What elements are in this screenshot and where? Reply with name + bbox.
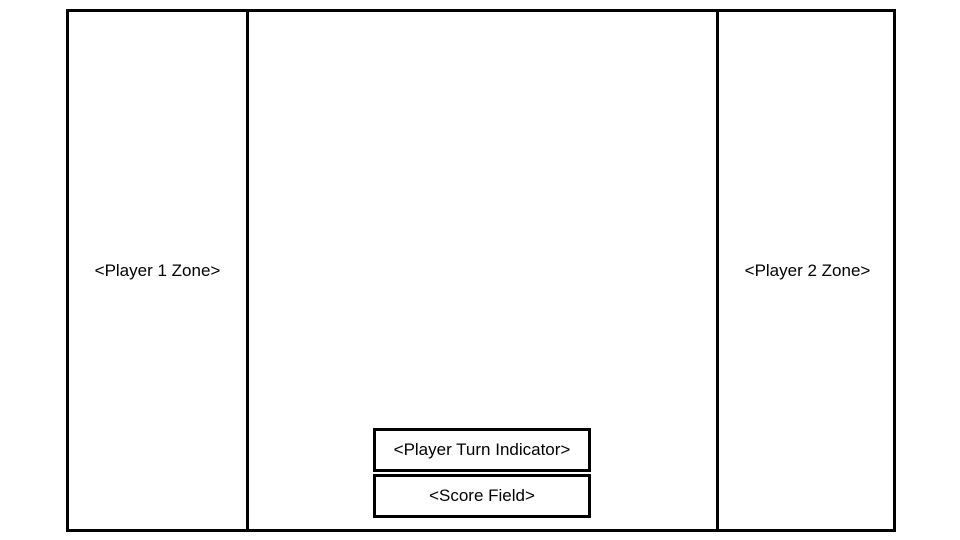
player-2-zone[interactable]: <Player 2 Zone> <box>716 12 896 529</box>
game-board-frame: <Player 1 Zone> <Player Turn Indicator> … <box>66 9 896 532</box>
player-1-zone[interactable]: <Player 1 Zone> <box>69 12 249 529</box>
score-field: <Score Field> <box>373 474 591 518</box>
player-1-zone-label: <Player 1 Zone> <box>94 260 221 280</box>
player-turn-indicator-label: <Player Turn Indicator> <box>393 440 571 459</box>
central-play-area[interactable]: <Player Turn Indicator> <Score Field> <box>249 12 716 529</box>
score-field-label: <Score Field> <box>429 486 535 505</box>
player-turn-indicator: <Player Turn Indicator> <box>373 428 591 472</box>
player-2-zone-label: <Player 2 Zone> <box>744 260 871 280</box>
